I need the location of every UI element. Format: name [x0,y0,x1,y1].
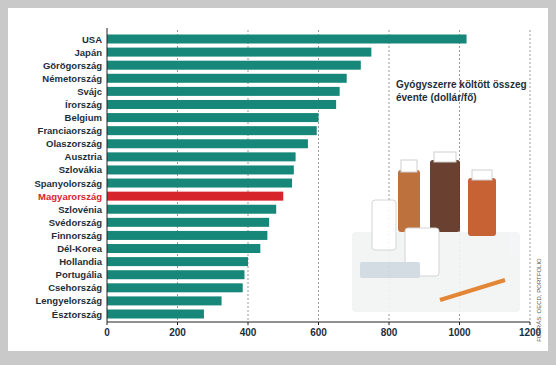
title: Gyógyszerre költött összeg évente (dollár… [396,79,527,103]
bottle [468,178,496,236]
category-label: Spanyolország [34,178,102,189]
category-label: Svájc [77,86,102,97]
source: FORRÁS: OECD, PORTFOLIO [536,258,542,342]
bar [107,257,248,266]
bar [107,35,467,44]
category-label: Csehország [48,282,102,293]
tick-label: 600 [310,327,327,338]
bar [107,296,222,305]
bar [107,48,371,57]
bar [107,74,347,83]
bar [107,283,243,292]
category-label: Szlovénia [58,204,103,215]
tick-mark [248,322,249,325]
bar [107,61,361,70]
tick-label: 0 [104,327,110,338]
bar [107,218,269,227]
category-label: Japán [75,47,103,58]
category-label: Portugália [56,269,103,280]
category-label: Németország [42,73,102,84]
title-line: évente (dollár/fő) [396,92,477,103]
bottle [430,160,460,232]
bar [107,100,336,109]
y-axis [107,28,108,322]
tick-label: 400 [240,327,257,338]
decoration [352,152,520,312]
bar [107,205,276,214]
blister [360,262,420,278]
category-label: Magyarország [38,191,102,202]
tick-mark [389,322,390,325]
bar [107,310,204,319]
bars [107,35,467,319]
category-label: Görögország [43,60,102,71]
bar [107,87,340,96]
tick-mark [459,322,460,325]
category-label: Franciaország [38,125,103,136]
category-label: Dél-Korea [57,243,103,254]
tick-mark [530,322,531,325]
tick-mark [107,322,108,325]
tick-label: 1000 [448,327,471,338]
category-label: Finnország [51,230,102,241]
bar [107,139,308,148]
bottle [398,170,420,232]
tick-mark [318,322,319,325]
category-label: Belgium [65,112,102,123]
bar [107,165,294,174]
title-line: Gyógyszerre költött összeg [396,79,527,90]
bar [107,192,283,201]
syringe [440,280,505,300]
bar [107,244,260,253]
bar [107,179,292,188]
category-label: Észtország [52,309,102,320]
category-label: USA [82,34,102,45]
tick-label: 800 [381,327,398,338]
category-label: Hollandia [59,256,102,267]
outer-frame [0,0,556,365]
chart: USA Japán Görögország Németország Svájc Írors… [0,0,556,365]
category-label: Szlovákia [59,164,103,175]
category-label: Svédország [49,217,103,228]
bar [107,270,244,279]
tick-mark [177,322,178,325]
category-label: Írország [65,99,102,110]
tick-label: 200 [169,327,186,338]
chart-wrap: USA Japán Görögország Németország Svájc Írors… [0,0,556,365]
bar [107,231,267,240]
cap [472,170,492,180]
bar [107,113,319,122]
bottle [372,200,396,250]
bar [107,152,296,161]
x-ticks: 020040060080010001200 [104,322,541,338]
panel [8,8,548,351]
category-label: Ausztria [65,151,103,162]
bar [107,126,317,135]
category-labels: USA Japán Görögország Németország Svájc Írors… [34,34,102,320]
cap [434,152,456,162]
cap [401,160,417,172]
category-label: Olaszország [46,138,102,149]
category-label: Lengyelország [35,295,102,306]
grid-line [530,30,531,322]
